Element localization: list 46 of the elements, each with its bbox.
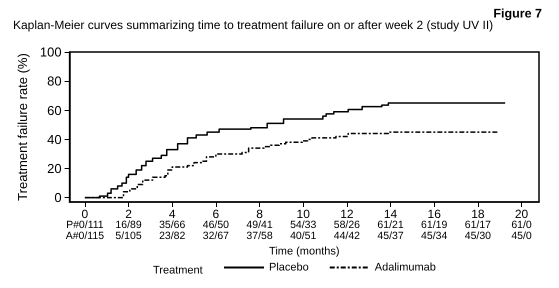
- x-axis-title: Time (months): [269, 246, 340, 258]
- text: 5/105: [115, 230, 142, 242]
- x-tick-label: 10: [296, 207, 310, 221]
- text: 46/50: [202, 219, 230, 231]
- text: 54/33: [290, 219, 316, 231]
- text: 61/21: [377, 219, 404, 231]
- chart-title: Kaplan-Meier curves summarizing time to treatment failure on or after week 2 (study UV II): [13, 18, 494, 32]
- text: 32/67: [202, 230, 230, 242]
- x-tick-label: 20: [514, 207, 529, 221]
- x-tick-label: 18: [471, 207, 485, 221]
- y-tick-label: 60: [47, 102, 62, 118]
- text: 45/37: [377, 230, 404, 242]
- x-tick-label: 2: [125, 207, 132, 221]
- text: 58/26: [334, 219, 360, 231]
- text: 45/0: [511, 230, 532, 242]
- text: 16/89: [115, 219, 142, 231]
- text: 61/17: [464, 219, 492, 231]
- x-tick-label: 6: [212, 207, 220, 221]
- text: P#0/111: [66, 219, 104, 231]
- x-tick-label: 16: [428, 207, 442, 221]
- legend-title: Treatment: [153, 264, 203, 276]
- y-tick-label: 20: [47, 161, 62, 176]
- y-axis-title: Treatment failure rate (%): [15, 53, 30, 201]
- text: A#0/115: [66, 230, 104, 242]
- text: 37/58: [246, 230, 273, 242]
- caption: Figure 7: [493, 6, 542, 20]
- legend-label: Placebo: [269, 262, 309, 274]
- x-tick-label: 12: [340, 207, 354, 221]
- x-tick-label: 4: [168, 207, 176, 221]
- y-tick-label: 80: [47, 74, 62, 89]
- text: 61/19: [421, 219, 448, 231]
- x-tick-label: 8: [256, 207, 264, 221]
- text: 23/82: [159, 230, 186, 242]
- y-tick-label: 40: [47, 132, 62, 147]
- legend-label: Adalimumab: [374, 262, 436, 274]
- x-tick-label: 14: [384, 207, 398, 221]
- y-tick-label: 0: [54, 190, 62, 206]
- text: 45/30: [464, 230, 492, 242]
- text: 45/34: [421, 230, 448, 242]
- text: 40/51: [290, 230, 316, 242]
- x-tick-label: 0: [82, 207, 89, 221]
- text: 49/41: [246, 219, 273, 231]
- text: 35/66: [159, 219, 186, 231]
- y-tick-label: 100: [40, 44, 62, 60]
- text: 61/0: [511, 219, 532, 231]
- text: 44/42: [334, 230, 360, 242]
